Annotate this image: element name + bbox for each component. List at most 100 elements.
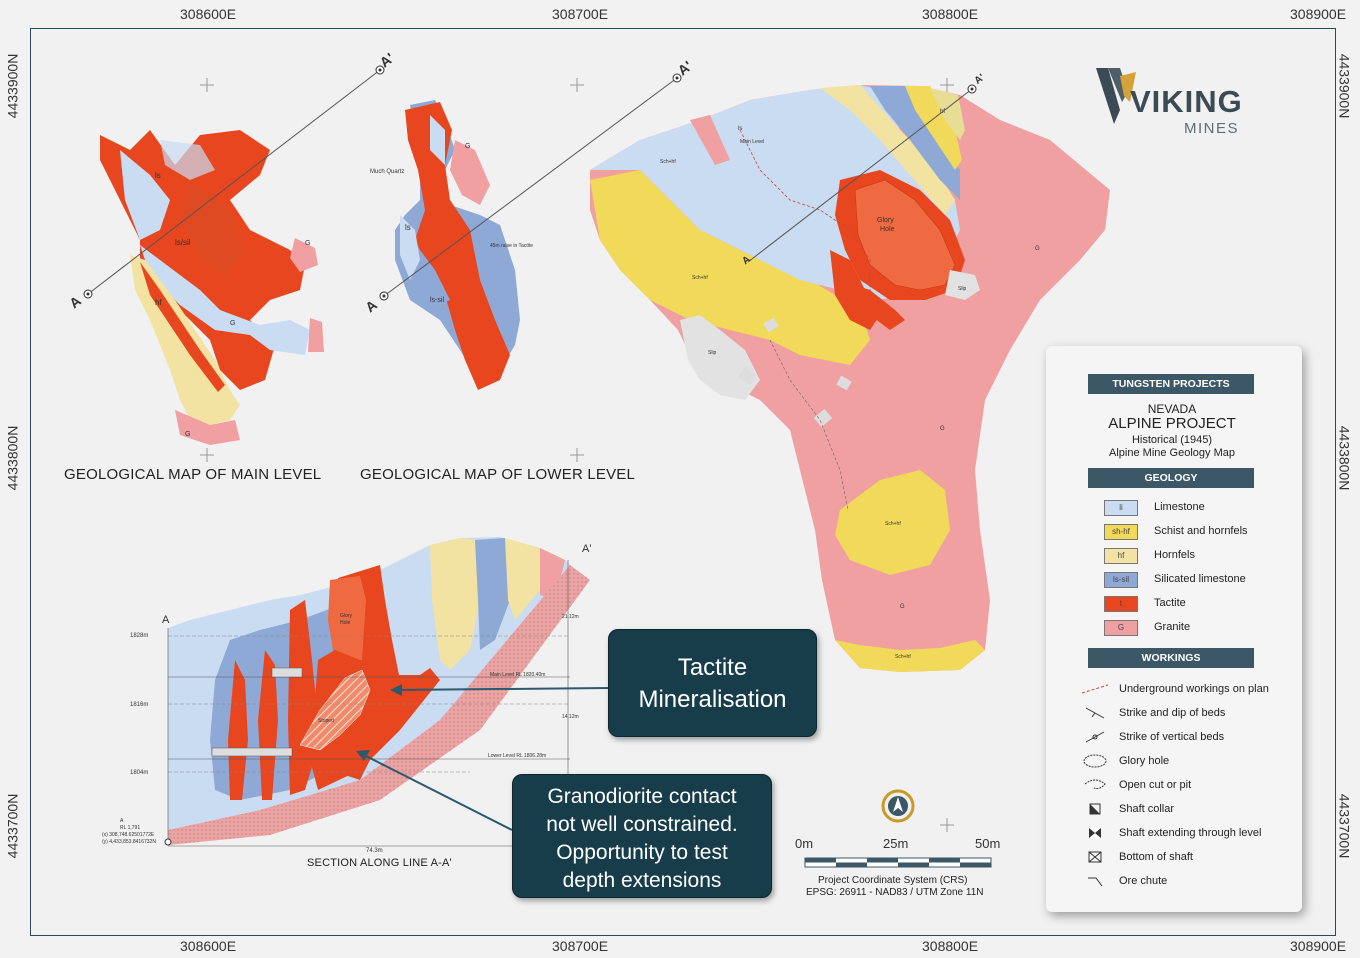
svg-text:45m raise in Tactite: 45m raise in Tactite xyxy=(490,243,533,249)
plan-slip-2: Slip xyxy=(958,286,967,292)
coord-bottom-3: 308800E xyxy=(922,938,979,954)
legend-geology-label: Limestone xyxy=(1154,501,1205,513)
legend-panel: TUNGSTEN PROJECTS NEVADA ALPINE PROJECT … xyxy=(1046,346,1302,912)
legend-geology-label: Hornfels xyxy=(1154,549,1195,561)
granodiorite-line-4: depth extensions xyxy=(562,869,722,892)
plan-main-level-label: Main Level xyxy=(740,139,764,145)
section-dim-mid: 14.12m xyxy=(562,714,579,720)
scale-tick-0: 0m xyxy=(795,836,814,851)
legend-header-workings: WORKINGS xyxy=(1088,648,1254,668)
plan-g-3: G xyxy=(900,604,905,610)
bottom-shaft-icon xyxy=(1082,850,1106,864)
section-elev-2: 1816m xyxy=(130,702,148,708)
open-cut-icon xyxy=(1082,778,1106,792)
legend-geology-label: Silicated limestone xyxy=(1154,573,1246,585)
svg-text:G: G xyxy=(465,143,470,150)
coord-top-4: 308900E xyxy=(1290,6,1347,22)
svg-text:G: G xyxy=(185,431,190,438)
cross-section: 1828m 1816m 1804m Main Level RL 1820.40m… xyxy=(102,537,590,854)
svg-text:hf: hf xyxy=(155,298,162,307)
legend-swatch-limestone: li xyxy=(1104,500,1138,516)
legend-swatch-schist-and-hornfels: sh-hf xyxy=(1104,524,1138,540)
legend-map-name: Alpine Mine Geology Map xyxy=(1109,447,1235,459)
section-lower-level: Lower Level RL 1806.28m xyxy=(488,753,546,759)
plan-sch-hf-1: Sch+hf xyxy=(660,159,676,165)
coord-top-2: 308700E xyxy=(552,6,609,22)
scale-epsg: EPSG: 26911 - NAD83 / UTM Zone 11N xyxy=(806,887,984,898)
section-origin-1: A xyxy=(120,818,124,824)
section-title: SECTION ALONG LINE A-A' xyxy=(307,857,452,869)
legend-working-label: Shaft collar xyxy=(1119,803,1175,815)
plan-glory-label-2: Hole xyxy=(880,226,895,233)
coord-top-1: 308600E xyxy=(180,6,237,22)
coord-bottom-4: 308900E xyxy=(1290,938,1347,954)
section-glory-2: Hole xyxy=(340,620,351,626)
legend-working-label: Underground workings on plan xyxy=(1119,683,1269,695)
legend-project: ALPINE PROJECT xyxy=(1108,415,1236,432)
section-line-a-prime: A' xyxy=(582,543,592,555)
viking-logo: VIKING MINES xyxy=(1094,62,1254,140)
legend-swatch-granite: G xyxy=(1104,620,1138,636)
logo-brand: VIKING xyxy=(1130,84,1243,119)
tactite-callout-line-1: Tactite xyxy=(677,654,748,681)
coord-bottom-2: 308700E xyxy=(552,938,609,954)
legend-working-label: Shaft extending through level xyxy=(1119,827,1262,839)
shaft-collar-icon xyxy=(1082,802,1106,816)
scale-tick-25: 25m xyxy=(883,836,909,851)
logo-sub: MINES xyxy=(1184,120,1240,137)
section-dim-top: 21.12m xyxy=(562,614,579,620)
granodiorite-callout: Granodiorite contact not well constraine… xyxy=(512,774,772,898)
svg-text:G: G xyxy=(305,240,310,247)
strike-dip-icon xyxy=(1082,706,1106,720)
section-origin-3: (x) 308,748.62501772E xyxy=(102,832,155,838)
legend-swatch-silicated-limestone: ls-sil xyxy=(1104,572,1138,588)
coord-top-3: 308800E xyxy=(922,6,979,22)
shaft-through-icon xyxy=(1082,826,1106,840)
svg-text:ls-sil: ls-sil xyxy=(430,297,444,304)
section-width: 74.3m xyxy=(366,848,383,854)
legend-working-label: Strike of vertical beds xyxy=(1119,731,1225,743)
north-arrow-icon xyxy=(881,789,915,823)
plan-g-2: G xyxy=(940,426,945,432)
section-glory-1: Glory xyxy=(340,613,352,619)
plan-geology-map: Glory Hole Main Level Sch+hf Sch+hf Sch+… xyxy=(590,85,1110,672)
svg-text:ls: ls xyxy=(405,223,411,232)
section-origin-4: (y) 4,433,853.8416732N xyxy=(102,839,156,845)
tactite-callout-line-2: Mineralisation xyxy=(638,686,787,713)
plan-ls-1: ls xyxy=(738,126,742,132)
legend-working-label: Ore chute xyxy=(1119,875,1168,887)
strike-vertical-icon xyxy=(1082,730,1106,744)
plan-g-1: G xyxy=(1035,246,1040,252)
svg-text:G: G xyxy=(230,320,235,327)
section-elev-3: 1804m xyxy=(130,770,148,776)
legend-geology-label: Schist and hornfels xyxy=(1154,525,1248,537)
lower-level-map: Much Quartz 45m raise in Tactite ls ls-s… xyxy=(370,100,533,390)
legend-header-tungsten: TUNGSTEN PROJECTS xyxy=(1088,374,1254,394)
scale-tick-50: 50m xyxy=(975,836,1001,851)
plan-sch-hf-2: Sch+hf xyxy=(692,275,708,281)
granodiorite-line-1: Granodiorite contact xyxy=(547,785,737,808)
plan-slip-1: Slip xyxy=(708,350,717,356)
svg-text:ls: ls xyxy=(155,171,161,180)
legend-working-label: Glory hole xyxy=(1119,755,1170,767)
main-level-title: GEOLOGICAL MAP OF MAIN LEVEL xyxy=(64,466,322,483)
legend-header-geology: GEOLOGY xyxy=(1088,468,1254,488)
legend-geology-label: Tactite xyxy=(1154,597,1186,609)
section-stoped: Stoped xyxy=(318,718,334,724)
legend-working-label: Strike and dip of beds xyxy=(1119,707,1226,719)
scale-bar xyxy=(804,857,992,868)
svg-text:ls/sil: ls/sil xyxy=(175,238,191,247)
section-elev-1: 1828m xyxy=(130,633,148,639)
viking-v-icon xyxy=(1096,68,1136,124)
coord-bottom-1: 308600E xyxy=(180,938,237,954)
dashed-line-icon xyxy=(1081,682,1109,696)
tactite-callout: Tactite Mineralisation xyxy=(608,629,817,737)
plan-glory-label-1: Glory xyxy=(877,217,894,224)
glory-hole-icon xyxy=(1082,754,1107,768)
legend-working-label: Bottom of shaft xyxy=(1119,851,1193,863)
legend-state: NEVADA xyxy=(1147,402,1197,416)
lower-level-title: GEOLOGICAL MAP OF LOWER LEVEL xyxy=(360,466,636,483)
section-main-level: Main Level RL 1820.40m xyxy=(490,672,545,678)
legend-working-label: Open cut or pit xyxy=(1119,779,1192,791)
